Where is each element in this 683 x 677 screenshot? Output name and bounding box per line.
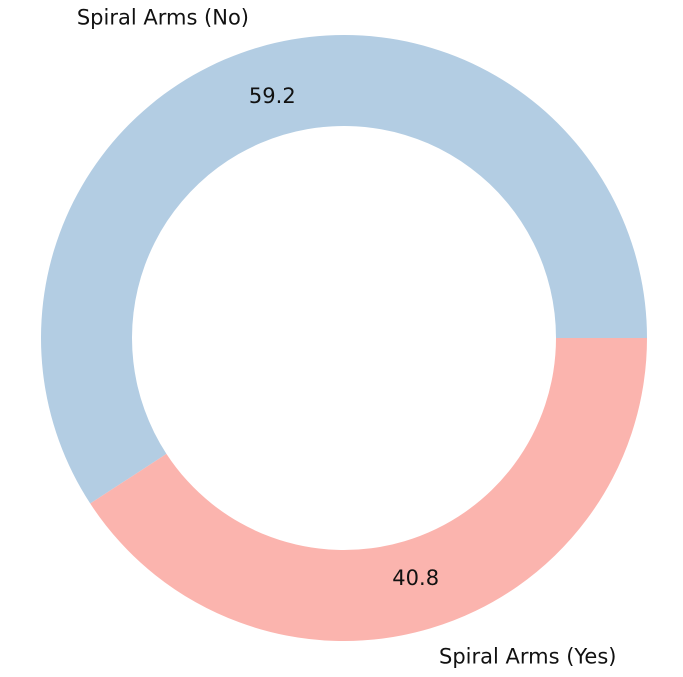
slice-value-label: 40.8: [392, 566, 439, 590]
donut-slices: [40, 34, 647, 641]
slice-category-label: Spiral Arms (No): [77, 6, 249, 30]
donut-slice-no: [40, 34, 647, 504]
slice-category-label: Spiral Arms (Yes): [439, 644, 617, 668]
slice-value-label: 59.2: [249, 84, 296, 108]
donut-slice-yes: [90, 338, 647, 641]
donut-labels: Spiral Arms (No) 59.2 Spiral Arms (Yes) 40.…: [77, 6, 617, 669]
